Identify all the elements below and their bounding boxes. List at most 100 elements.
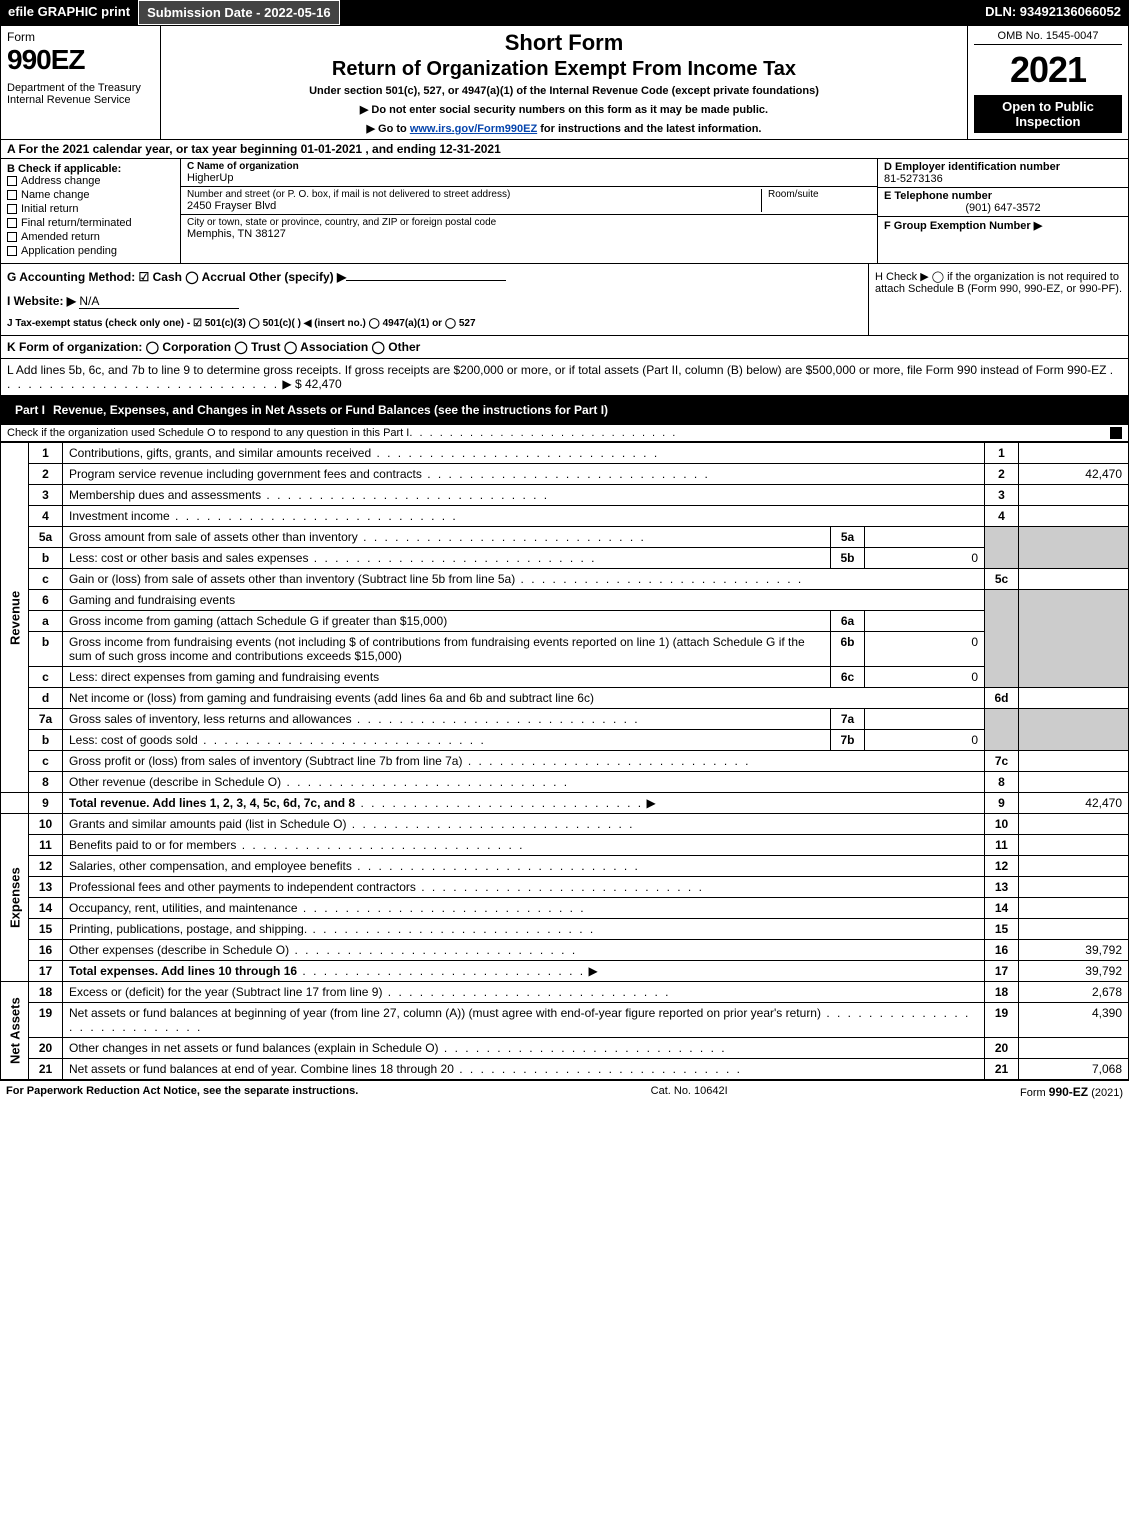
- f-group: F Group Exemption Number ▶: [878, 217, 1128, 234]
- table-row: c Less: direct expenses from gaming and …: [1, 667, 1129, 688]
- chk-final-return[interactable]: Final return/terminated: [7, 217, 174, 229]
- title-return: Return of Organization Exempt From Incom…: [169, 58, 959, 81]
- gi-left: G Accounting Method: ☑ Cash ◯ Accrual Ot…: [1, 264, 868, 335]
- dln: DLN: 93492136066052: [977, 0, 1129, 25]
- checkbox-icon: [7, 218, 17, 228]
- part-1-checkbox[interactable]: [1110, 427, 1122, 439]
- table-row: 8 Other revenue (describe in Schedule O)…: [1, 772, 1129, 793]
- table-row: c Gain or (loss) from sale of assets oth…: [1, 569, 1129, 590]
- table-row: 11 Benefits paid to or for members 11: [1, 835, 1129, 856]
- department-label: Department of the Treasury Internal Reve…: [7, 82, 154, 106]
- chk-amended-return[interactable]: Amended return: [7, 231, 174, 243]
- table-row: b Gross income from fundraising events (…: [1, 632, 1129, 667]
- checkbox-icon: [7, 176, 17, 186]
- efile-label: efile GRAPHIC print: [0, 0, 138, 25]
- form-number: 990EZ: [7, 44, 154, 76]
- c-city: City or town, state or province, country…: [181, 215, 877, 242]
- table-row: 3 Membership dues and assessments 3: [1, 485, 1129, 506]
- chk-application-pending[interactable]: Application pending: [7, 245, 174, 257]
- table-row: 6 Gaming and fundraising events: [1, 590, 1129, 611]
- tax-year: 2021: [974, 49, 1122, 91]
- website-value: N/A: [79, 294, 239, 309]
- instruction-ssn: ▶ Do not enter social security numbers o…: [169, 103, 959, 116]
- header-center: Short Form Return of Organization Exempt…: [161, 26, 968, 139]
- footer-formno: Form 990-EZ (2021): [1020, 1085, 1123, 1099]
- e-phone: E Telephone number (901) 647-3572: [878, 188, 1128, 217]
- page-footer: For Paperwork Reduction Act Notice, see …: [0, 1080, 1129, 1103]
- org-street: 2450 Frayser Blvd: [187, 200, 761, 212]
- checkbox-icon: [7, 246, 17, 256]
- l-amount-prefix: ▶ $: [282, 377, 305, 391]
- table-row: 15 Printing, publications, postage, and …: [1, 919, 1129, 940]
- line-a: A For the 2021 calendar year, or tax yea…: [0, 140, 1129, 159]
- form-word: Form: [7, 30, 154, 44]
- table-row: 4 Investment income 4: [1, 506, 1129, 527]
- line-k: K Form of organization: ◯ Corporation ◯ …: [0, 336, 1129, 359]
- checkbox-icon: [7, 232, 17, 242]
- part-1-title: Revenue, Expenses, and Changes in Net As…: [53, 403, 1122, 417]
- part-1-header: Part I Revenue, Expenses, and Changes in…: [0, 396, 1129, 425]
- part-1-pill: Part I: [7, 402, 53, 418]
- form-header: Form 990EZ Department of the Treasury In…: [0, 25, 1129, 140]
- side-expenses: Expenses: [1, 814, 29, 982]
- chk-initial-return[interactable]: Initial return: [7, 203, 174, 215]
- table-row: b Less: cost of goods sold 7b 0: [1, 730, 1129, 751]
- line-l: L Add lines 5b, 6c, and 7b to line 9 to …: [0, 359, 1129, 396]
- ein-value: 81-5273136: [884, 173, 1122, 185]
- table-row: 12 Salaries, other compensation, and emp…: [1, 856, 1129, 877]
- table-row: 17 Total expenses. Add lines 10 through …: [1, 961, 1129, 982]
- header-right: OMB No. 1545-0047 2021 Open to Public In…: [968, 26, 1128, 139]
- checkbox-icon: [7, 204, 17, 214]
- b-label: B Check if applicable:: [7, 163, 174, 175]
- table-row: 2 Program service revenue including gove…: [1, 464, 1129, 485]
- section-b-through-f: B Check if applicable: Address change Na…: [0, 159, 1129, 264]
- col-b: B Check if applicable: Address change Na…: [1, 159, 181, 263]
- instruction-goto: ▶ Go to www.irs.gov/Form990EZ for instru…: [169, 122, 959, 135]
- phone-value: (901) 647-3572: [884, 202, 1122, 214]
- line-i: I Website: ▶ N/A: [7, 294, 862, 309]
- line-j: J Tax-exempt status (check only one) - ☑…: [7, 315, 862, 329]
- table-row: Revenue 1 Contributions, gifts, grants, …: [1, 443, 1129, 464]
- line-a-text: A For the 2021 calendar year, or tax yea…: [7, 142, 501, 156]
- goto-suffix: for instructions and the latest informat…: [537, 123, 761, 135]
- table-row: 21 Net assets or fund balances at end of…: [1, 1059, 1129, 1080]
- room-suite-label: Room/suite: [768, 189, 871, 200]
- table-row: 20 Other changes in net assets or fund b…: [1, 1038, 1129, 1059]
- checkbox-icon: [7, 190, 17, 200]
- chk-name-change[interactable]: Name change: [7, 189, 174, 201]
- table-row: c Gross profit or (loss) from sales of i…: [1, 751, 1129, 772]
- irs-link[interactable]: www.irs.gov/Form990EZ: [410, 123, 537, 135]
- l-amount: 42,470: [305, 377, 342, 391]
- goto-prefix: ▶ Go to: [367, 123, 410, 135]
- title-short-form: Short Form: [169, 30, 959, 56]
- c-name: C Name of organization HigherUp: [181, 159, 877, 187]
- table-row: 9 Total revenue. Add lines 1, 2, 3, 4, 5…: [1, 793, 1129, 814]
- header-left: Form 990EZ Department of the Treasury In…: [1, 26, 161, 139]
- table-row: b Less: cost or other basis and sales ex…: [1, 548, 1129, 569]
- part-1-sub: Check if the organization used Schedule …: [0, 425, 1129, 442]
- chk-address-change[interactable]: Address change: [7, 175, 174, 187]
- table-row: 5a Gross amount from sale of assets othe…: [1, 527, 1129, 548]
- table-row: Net Assets 18 Excess or (deficit) for th…: [1, 982, 1129, 1003]
- subtitle-section: Under section 501(c), 527, or 4947(a)(1)…: [169, 85, 959, 97]
- submission-date: Submission Date - 2022-05-16: [138, 0, 340, 25]
- col-c: C Name of organization HigherUp Number a…: [181, 159, 878, 263]
- line-h: H Check ▶ ◯ if the organization is not r…: [868, 264, 1128, 335]
- table-row: 16 Other expenses (describe in Schedule …: [1, 940, 1129, 961]
- c-street: Number and street (or P. O. box, if mail…: [181, 187, 877, 215]
- org-city: Memphis, TN 38127: [187, 228, 871, 240]
- table-row: a Gross income from gaming (attach Sched…: [1, 611, 1129, 632]
- part-1-table: Revenue 1 Contributions, gifts, grants, …: [0, 442, 1129, 1080]
- line-g: G Accounting Method: ☑ Cash ◯ Accrual Ot…: [7, 270, 862, 284]
- footer-left: For Paperwork Reduction Act Notice, see …: [6, 1085, 358, 1099]
- table-row: 19 Net assets or fund balances at beginn…: [1, 1003, 1129, 1038]
- open-to-public: Open to Public Inspection: [974, 95, 1122, 133]
- table-row: 13 Professional fees and other payments …: [1, 877, 1129, 898]
- table-row: 7a Gross sales of inventory, less return…: [1, 709, 1129, 730]
- org-name: HigherUp: [187, 172, 871, 184]
- d-ein: D Employer identification number 81-5273…: [878, 159, 1128, 188]
- table-row: 14 Occupancy, rent, utilities, and maint…: [1, 898, 1129, 919]
- side-revenue: Revenue: [1, 443, 29, 793]
- side-net-assets: Net Assets: [1, 982, 29, 1080]
- table-row: Expenses 10 Grants and similar amounts p…: [1, 814, 1129, 835]
